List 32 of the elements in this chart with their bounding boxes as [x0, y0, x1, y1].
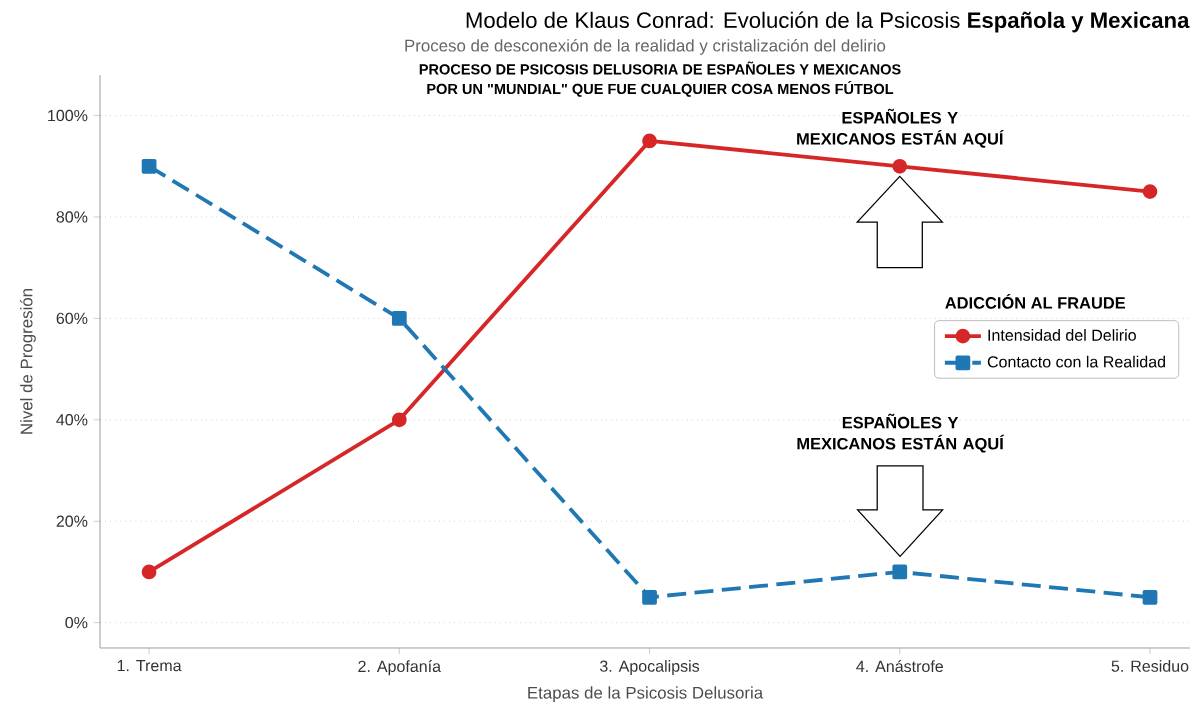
- x-axis-title: Etapas de la Psicosis Delusoria: [528, 686, 764, 703]
- y-tick-label: 100%: [48, 109, 88, 122]
- chart-subtitle: Proceso de desconexión de la realidad y cristalización del delirio: [405, 39, 886, 55]
- y-tick-label: 0%: [65, 616, 88, 629]
- point: [892, 564, 908, 580]
- x-tick-label: 4. Anástrofe: [856, 660, 943, 673]
- point: [892, 158, 908, 174]
- y-tick-label: 60%: [56, 312, 88, 325]
- x-tick-label: 2. Apofanía: [358, 660, 442, 676]
- x-tick-label: 3. Apocalipsis: [599, 660, 700, 676]
- y-axis-title: Nivel de Progresión: [19, 289, 36, 434]
- x-tick-label: 1. Trema: [117, 660, 182, 672]
- point: [391, 412, 407, 428]
- point: [391, 311, 407, 326]
- point: [642, 133, 657, 149]
- legend-label: Intensidad del Delirio: [988, 329, 1136, 341]
- point: [642, 589, 657, 605]
- x-tick-label: 5. Residuo: [1111, 660, 1189, 672]
- chart-title: Modelo de Klaus Conrad: Evolución de la Psicosis Española y Mexicana: [466, 11, 1190, 33]
- point: [141, 158, 157, 174]
- legend-label: Contacto con la Realidad: [987, 355, 1165, 368]
- point: [141, 564, 157, 580]
- legend-title: ADICCIÓN AL FRAUDE: [945, 294, 1126, 309]
- point: [1142, 589, 1158, 605]
- y-tick-label: 40%: [56, 414, 88, 426]
- text: PROCESO DE PSICOSIS DELUSORIA DE ESPAÑOLES Y MEXICANOS: [419, 61, 901, 75]
- annotation: ESPAÑOLES Y MEXICANOS ESTÁN AQUÍ: [797, 413, 1005, 453]
- y-tick-label: 80%: [56, 211, 88, 223]
- point: [1142, 184, 1158, 200]
- y-tick-label: 20%: [56, 515, 88, 527]
- annotation: ESPAÑOLES Y MEXICANOS ESTÁN AQUÍ: [797, 108, 1004, 148]
- annotation: POR UN "MUNDIAL" QUE FUE CUALQUIER COSA MENOS FÚTBOL: [427, 81, 894, 97]
